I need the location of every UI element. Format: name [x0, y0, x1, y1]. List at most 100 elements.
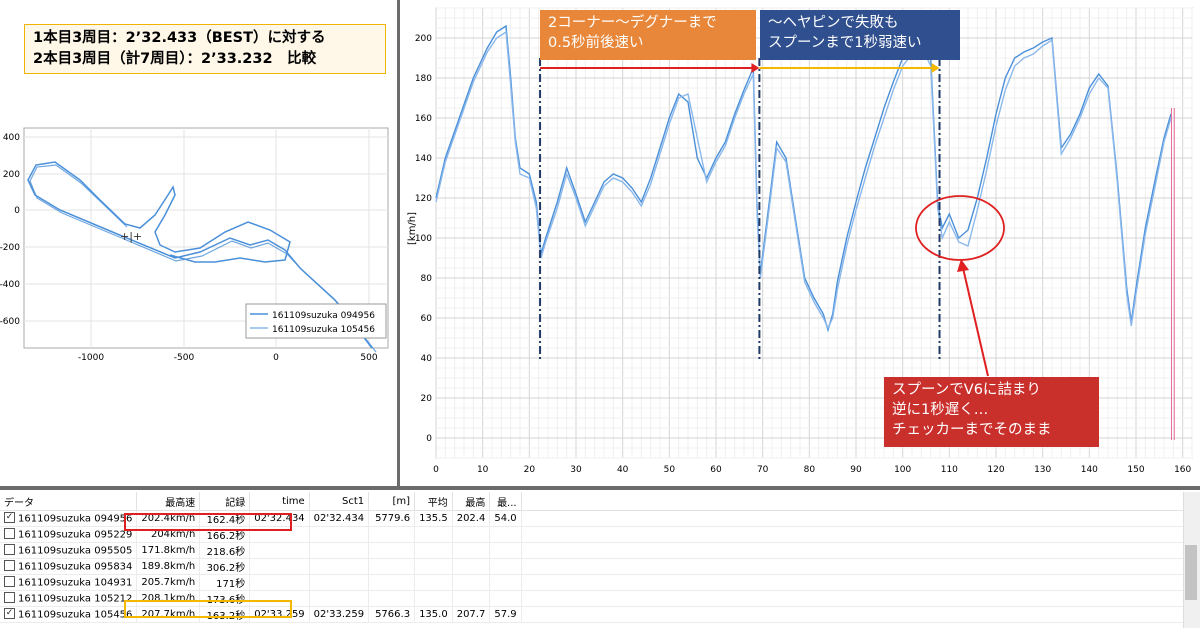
speed-x-tick: 110 — [941, 465, 958, 475]
table-row[interactable]: 161109suzuka 095229 204km/h 166.2秒 — [0, 526, 1200, 543]
map-y-tick: -600 — [0, 317, 20, 327]
table-scrollbar-thumb[interactable] — [1185, 545, 1197, 600]
row-checkbox[interactable]: ✓ — [4, 511, 15, 523]
speed-x-tick: 60 — [710, 465, 722, 475]
row-name: 161109suzuka 105456 — [18, 609, 133, 621]
red-arrow-head — [751, 63, 760, 73]
col-header-record[interactable]: 記録 — [199, 492, 251, 511]
speed-x-tick: 150 — [1127, 465, 1144, 475]
map-x-tick: -1000 — [78, 353, 104, 363]
col-header-data[interactable]: データ — [0, 492, 138, 511]
track-map-chart: -1000 -500 0 500 400 200 0 -200 -400 -600 +|+ 161… — [0, 127, 389, 363]
col-header-meters[interactable]: [m] — [368, 492, 416, 511]
speed-ticks: 0 10 20 30 40 50 60 70 80 90 100 110 120 130 140 150 160… — [415, 34, 1192, 475]
annotations — [539, 58, 1175, 440]
track-line-2 — [29, 164, 377, 353]
cell-max — [452, 526, 491, 543]
col-header-filler — [521, 492, 1200, 511]
speed-y-tick: 100 — [415, 234, 432, 244]
col-header-time[interactable]: time — [249, 492, 310, 511]
speed-y-tick: 60 — [421, 314, 433, 324]
panel-divider-horizontal[interactable] — [0, 486, 1200, 490]
comparison-title: 1本目3周目：2’32.433（BEST）に対する 2本目3周目（計7周目）：2… — [24, 24, 386, 74]
speed-x-tick: 0 — [433, 465, 439, 475]
cell-sct1 — [309, 526, 370, 543]
map-y-tick: 200 — [3, 170, 20, 180]
row-checkbox[interactable] — [4, 559, 15, 571]
row-checkbox[interactable] — [4, 575, 15, 587]
cell-maxspeed: 189.8km/h — [136, 558, 201, 575]
cell-filler — [521, 606, 1200, 623]
cell-avg — [414, 558, 453, 575]
cell-maxspeed: 207.7km/h — [136, 606, 201, 623]
row-name: 161109suzuka 095229 — [18, 529, 133, 541]
speed-x-tick: 40 — [617, 465, 629, 475]
table-row[interactable]: 161109suzuka 095834 189.8km/h 306.2秒 — [0, 558, 1200, 575]
yellow-arrow-head — [931, 63, 940, 73]
speed-x-tick: 140 — [1081, 465, 1098, 475]
cell-record: 218.6秒 — [199, 542, 251, 559]
col-header-avg[interactable]: 平均 — [414, 492, 453, 511]
cell-avg — [414, 574, 453, 591]
cell-max — [452, 542, 491, 559]
speed-y-tick: 20 — [421, 394, 433, 404]
map-y-tick: -400 — [0, 280, 20, 290]
speed-x-tick: 160 — [1174, 465, 1191, 475]
speed-x-tick: 80 — [804, 465, 816, 475]
table-row[interactable]: 161109suzuka 105212 208.1km/h 173.6秒 — [0, 590, 1200, 607]
cell-m — [368, 590, 416, 607]
row-name: 161109suzuka 104931 — [18, 577, 133, 589]
cell-min — [489, 558, 522, 575]
col-header-maxspeed[interactable]: 最高速 — [136, 492, 201, 511]
callout-red-line-3: チェッカーまでそのまま — [892, 422, 1052, 438]
row-name: 161109suzuka 105212 — [18, 593, 133, 605]
row-checkbox[interactable]: ✓ — [4, 607, 15, 619]
cell-max — [452, 558, 491, 575]
row-checkbox[interactable] — [4, 527, 15, 539]
cell-min: 57.9 — [489, 606, 522, 623]
col-header-min[interactable]: 最... — [489, 492, 522, 511]
col-header-sct1[interactable]: Sct1 — [309, 492, 370, 511]
row-checkbox[interactable] — [4, 543, 15, 555]
cell-sct1 — [309, 558, 370, 575]
cell-max — [452, 590, 491, 607]
cell-m — [368, 558, 416, 575]
cell-filler — [521, 542, 1200, 559]
cell-name: 161109suzuka 095229 — [0, 526, 138, 543]
cell-filler — [521, 558, 1200, 575]
cell-sct1 — [309, 590, 370, 607]
cell-max: 207.7 — [452, 606, 491, 623]
map-x-tick: 0 — [273, 353, 279, 363]
highlight-yellow-box — [124, 600, 292, 618]
table-row[interactable]: 161109suzuka 095505 171.8km/h 218.6秒 — [0, 542, 1200, 559]
cell-sct1: 02'33.259 — [309, 606, 370, 623]
map-x-tick: 500 — [360, 353, 377, 363]
speed-y-tick: 180 — [415, 74, 432, 84]
cell-maxspeed: 171.8km/h — [136, 542, 201, 559]
cell-name: ✓ 161109suzuka 105456 — [0, 606, 138, 623]
highlight-red-box — [124, 513, 292, 531]
red-pointer-head — [957, 259, 969, 272]
table-body: ✓ 161109suzuka 094956 202.4km/h 162.4秒 02'32… — [0, 510, 1200, 623]
cell-min — [489, 526, 522, 543]
cell-record: 306.2秒 — [199, 558, 251, 575]
start-marker: +|+ — [120, 230, 142, 243]
cell-sct1: 02'32.434 — [309, 510, 370, 527]
cell-min — [489, 590, 522, 607]
table-row[interactable]: 161109suzuka 104931 205.7km/h 171秒 — [0, 574, 1200, 591]
cell-min — [489, 574, 522, 591]
callout-orange-line-2: 0.5秒前後速い — [548, 35, 644, 51]
table-row[interactable]: ✓ 161109suzuka 105456 207.7km/h 163.2秒 02'33… — [0, 606, 1200, 623]
data-table: データ 最高速 記録 time Sct1 [m] 平均 最高 最... ✓ 161… — [0, 492, 1200, 623]
cell-record: 171秒 — [199, 574, 251, 591]
cell-avg: 135.5 — [414, 510, 453, 527]
speed-y-tick: 0 — [426, 434, 432, 444]
panel-divider-vertical[interactable] — [397, 0, 400, 488]
cell-m: 5766.3 — [368, 606, 416, 623]
row-checkbox[interactable] — [4, 591, 15, 603]
cell-time — [249, 590, 310, 607]
cell-sct1 — [309, 542, 370, 559]
speed-x-tick: 90 — [850, 465, 862, 475]
col-header-max[interactable]: 最高 — [452, 492, 491, 511]
cell-maxspeed: 208.1km/h — [136, 590, 201, 607]
